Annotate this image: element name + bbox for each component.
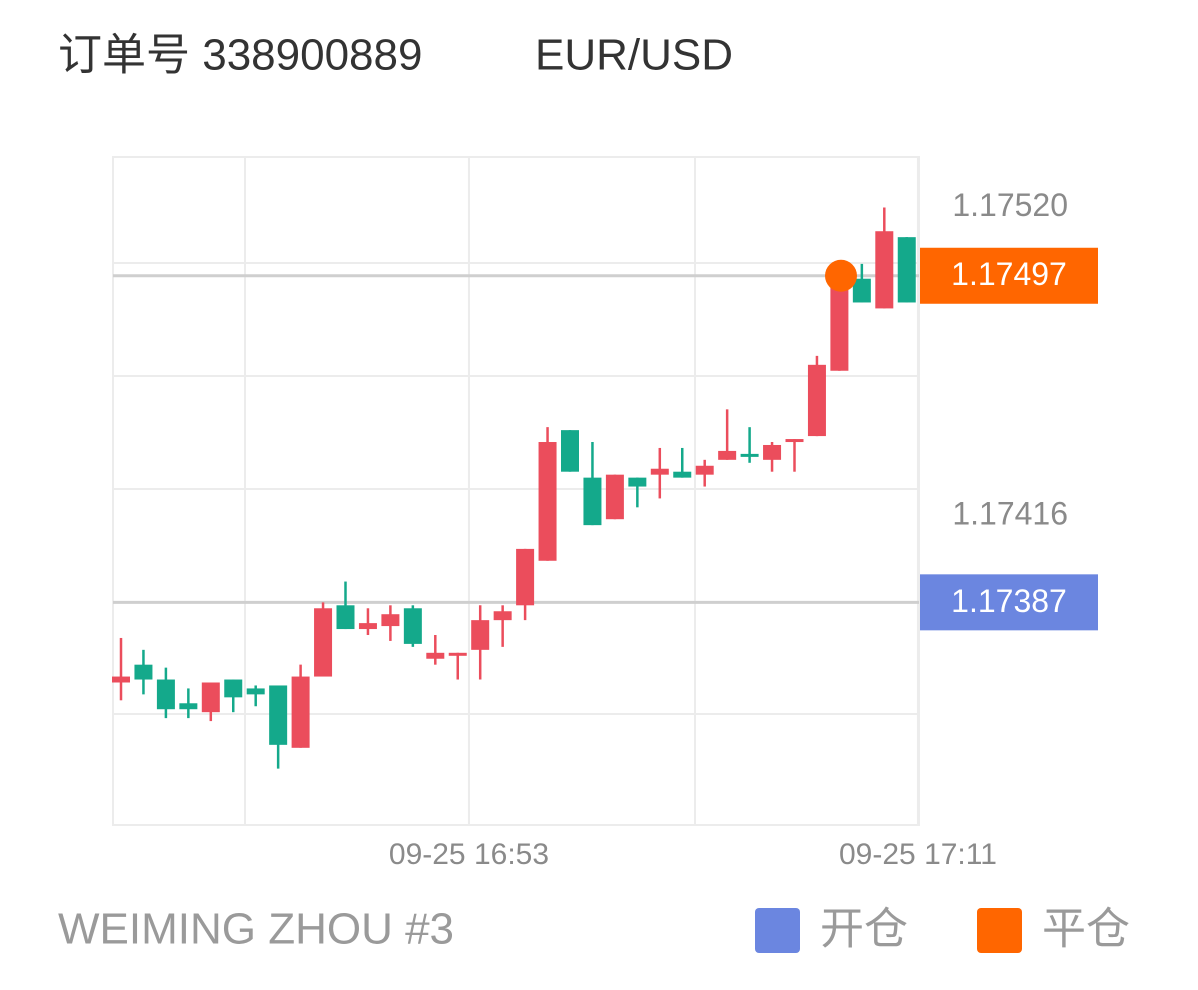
candle-body — [538, 442, 557, 561]
candle-body — [695, 465, 714, 475]
candle-body — [718, 450, 737, 460]
price-tag — [920, 247, 1098, 304]
candle-body — [875, 231, 894, 309]
candle-body — [785, 439, 804, 443]
candle-body — [403, 608, 422, 644]
candle-body — [830, 284, 849, 371]
x-tick-label: 09-25 17:11 — [839, 838, 997, 871]
legend-swatch — [755, 908, 800, 953]
candle-body — [852, 278, 871, 303]
plot-grid — [112, 156, 920, 826]
candle-body — [314, 608, 333, 677]
candle-body — [336, 605, 355, 630]
candle-body — [448, 652, 467, 656]
candle-body — [156, 679, 175, 710]
candle-body — [561, 430, 579, 472]
candle-body — [628, 477, 647, 487]
candle-body — [763, 444, 782, 460]
candle-body — [358, 623, 377, 630]
price-tag — [920, 574, 1098, 631]
candle-body — [605, 474, 624, 520]
y-tick-label: 1.17520 — [952, 187, 1068, 223]
legend-swatch — [977, 908, 1022, 953]
y-tick-label: 1.17416 — [952, 496, 1068, 532]
symbol: EUR/USD — [535, 31, 733, 80]
candle-body — [224, 679, 243, 698]
x-tick-label: 09-25 16:53 — [389, 838, 549, 871]
candle-body — [650, 468, 669, 475]
candle-body — [516, 548, 535, 606]
price-tag-label: 1.17497 — [951, 256, 1067, 292]
close-point — [825, 259, 857, 292]
candle-body — [807, 364, 826, 437]
candle-body — [673, 471, 692, 478]
candle-body — [583, 477, 602, 526]
plot-frame — [112, 156, 920, 826]
candle-body — [471, 620, 490, 650]
candle-body — [179, 703, 198, 710]
candle-body — [291, 676, 310, 748]
candle-body — [740, 453, 759, 457]
candle-body — [493, 611, 512, 621]
candle-body — [134, 664, 153, 680]
candle-body — [426, 652, 445, 659]
price-tag-label: 1.17387 — [951, 583, 1067, 619]
candle-body — [897, 237, 916, 303]
candle-body — [381, 614, 400, 627]
candle-body — [246, 688, 265, 695]
legend-label: 开仓 — [820, 905, 908, 954]
candle-body — [201, 682, 220, 713]
order-title: 订单号 338900889 — [58, 31, 422, 80]
legend-label: 平仓 — [1042, 905, 1130, 954]
candle-body — [269, 685, 288, 745]
candle-body — [112, 676, 130, 683]
footer: WEIMING ZHOU #3 — [58, 905, 454, 954]
